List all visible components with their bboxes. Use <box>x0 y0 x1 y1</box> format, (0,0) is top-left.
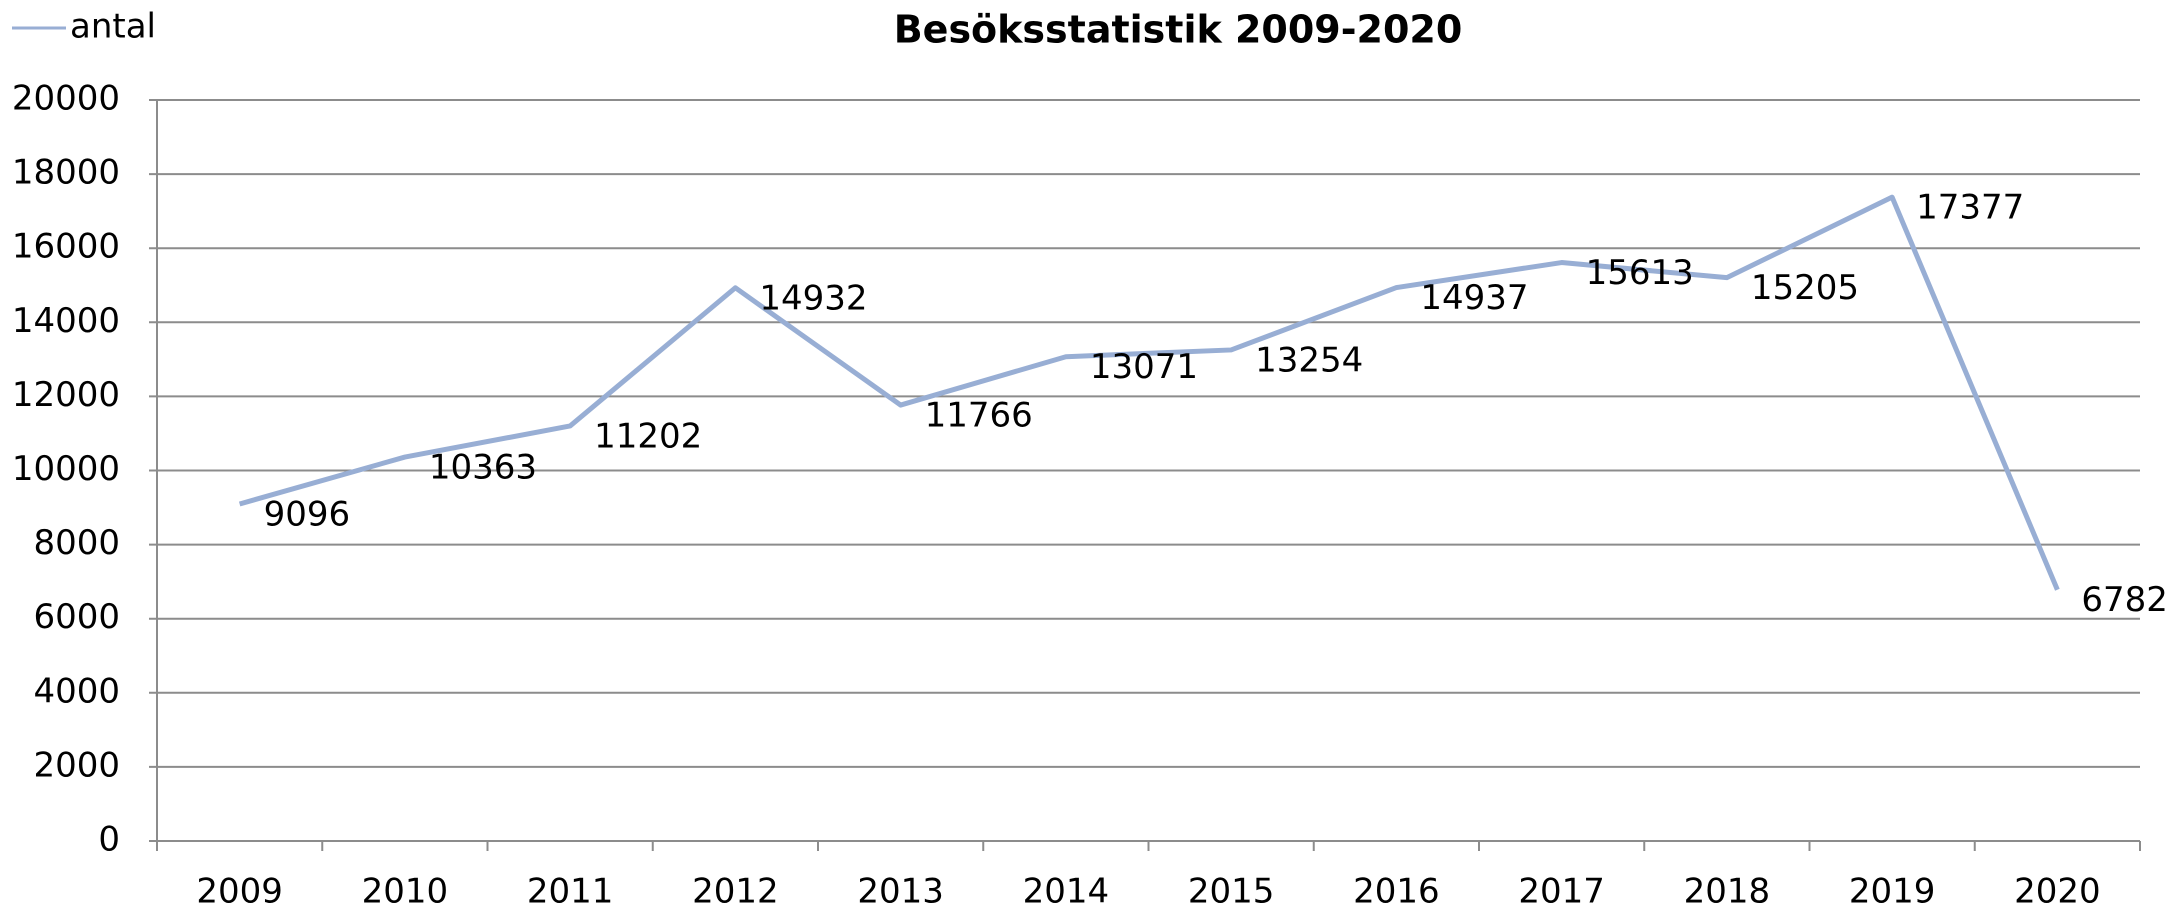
chart-title: Besöksstatistik 2009-2020 <box>894 8 1463 52</box>
x-tick-label: 2011 <box>527 872 614 912</box>
x-tick-label: 2010 <box>362 872 449 912</box>
data-label: 13254 <box>1255 340 1363 380</box>
x-tick-label: 2018 <box>1684 872 1771 912</box>
y-tick-label: 16000 <box>12 227 120 267</box>
y-tick-label: 4000 <box>33 671 120 711</box>
y-tick-label: 18000 <box>12 153 120 193</box>
data-label: 10363 <box>429 448 537 488</box>
y-tick-label: 0 <box>98 820 120 860</box>
x-tick-label: 2019 <box>1849 872 1936 912</box>
data-label: 11202 <box>594 416 702 456</box>
x-tick-label: 2020 <box>2014 872 2101 912</box>
x-tick-label: 2017 <box>1518 872 1605 912</box>
y-tick-label: 10000 <box>12 449 120 489</box>
y-tick-label: 6000 <box>33 597 120 637</box>
y-tick-label: 14000 <box>12 301 120 341</box>
data-label: 17377 <box>1916 188 2024 228</box>
x-tick-label: 2014 <box>1023 872 1110 912</box>
x-tick-label: 2012 <box>692 872 779 912</box>
data-label: 15613 <box>1586 253 1694 293</box>
data-label: 9096 <box>264 494 351 534</box>
data-label: 14937 <box>1420 278 1528 318</box>
y-tick-label: 2000 <box>33 745 120 785</box>
data-label: 15205 <box>1751 268 1859 308</box>
legend-label: antal <box>70 7 156 47</box>
x-tick-label: 2015 <box>1188 872 1275 912</box>
data-label: 6782 <box>2081 580 2168 620</box>
y-tick-label: 12000 <box>12 375 120 415</box>
x-tick-label: 2013 <box>857 872 944 912</box>
y-tick-label: 20000 <box>12 79 120 119</box>
x-tick-label: 2016 <box>1353 872 1440 912</box>
x-tick-label: 2009 <box>196 872 283 912</box>
series-line <box>238 194 2060 591</box>
data-label: 14932 <box>759 278 867 318</box>
y-tick-label: 8000 <box>33 523 120 563</box>
data-label: 13071 <box>1090 347 1198 387</box>
data-label: 11766 <box>925 396 1033 436</box>
